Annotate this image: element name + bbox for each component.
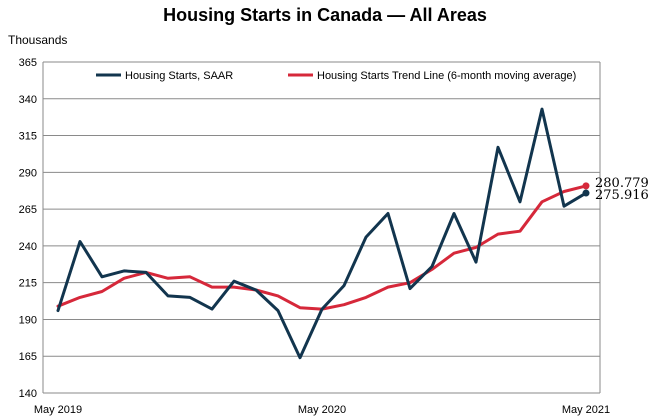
y-tick-label: 365 bbox=[19, 57, 37, 69]
series-line-1 bbox=[56, 184, 588, 311]
x-tick-label: May 2021 bbox=[562, 404, 610, 416]
y-tick-label: 140 bbox=[19, 388, 37, 400]
legend: Housing Starts, SAAR Housing Starts Trend… bbox=[96, 70, 576, 82]
x-tick-label: May 2020 bbox=[298, 404, 346, 416]
y-tick-labels: 140 165 190 215 240 265 290 315 340 365 bbox=[19, 57, 37, 400]
y-axis-label: Thousands bbox=[8, 33, 68, 47]
end-point-0 bbox=[582, 189, 590, 197]
y-tick-label: 290 bbox=[19, 167, 37, 179]
y-tick-label: 240 bbox=[19, 241, 37, 253]
end-value-label-1: 280.779 bbox=[595, 176, 649, 191]
legend-label-1: Housing Starts Trend Line (6-month movin… bbox=[317, 70, 576, 82]
y-tick-label: 340 bbox=[19, 94, 37, 106]
chart-title: Housing Starts in Canada — All Areas bbox=[163, 5, 487, 25]
grid-lines bbox=[43, 61, 600, 394]
y-tick-label: 215 bbox=[19, 278, 37, 290]
y-tick-label: 265 bbox=[19, 204, 37, 216]
series-line-0 bbox=[56, 107, 588, 360]
axes bbox=[42, 62, 601, 393]
end-value-label-0: 275.916 bbox=[595, 188, 649, 203]
x-tick-label: May 2019 bbox=[34, 404, 82, 416]
y-tick-label: 165 bbox=[19, 351, 37, 363]
legend-label-0: Housing Starts, SAAR bbox=[125, 70, 233, 82]
y-tick-label: 315 bbox=[19, 131, 37, 143]
y-tick-label: 190 bbox=[19, 314, 37, 326]
end-point-1 bbox=[582, 182, 590, 190]
series-group bbox=[56, 107, 590, 360]
x-tick-labels: May 2019 May 2020 May 2021 bbox=[34, 404, 610, 416]
